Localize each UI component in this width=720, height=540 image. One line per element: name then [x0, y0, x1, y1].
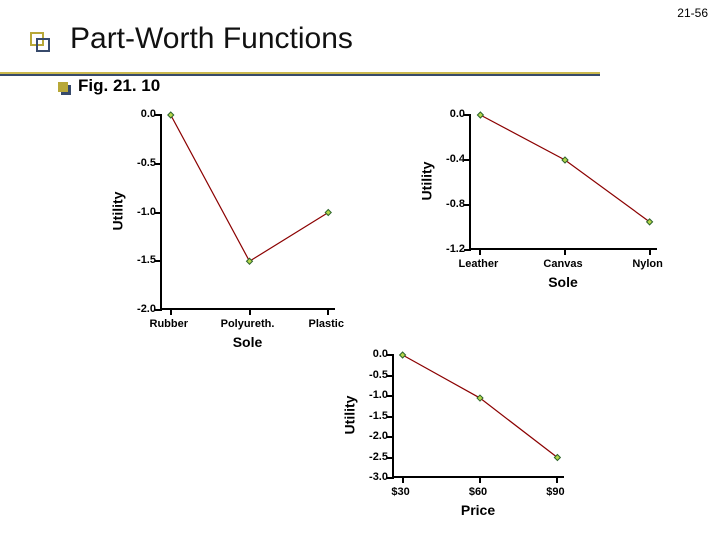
figure-label: Fig. 21. 10	[78, 76, 160, 96]
y-tick	[155, 260, 162, 262]
subtitle-block: Fig. 21. 10	[78, 76, 160, 96]
subtitle-bullet-icon	[58, 82, 68, 92]
data-marker	[168, 112, 174, 118]
y-tick-label: -1.0	[122, 206, 156, 218]
x-axis-title: Price	[461, 502, 495, 518]
x-tick-label: $30	[391, 486, 409, 498]
y-tick	[387, 436, 394, 438]
y-tick-label: -0.8	[431, 198, 465, 210]
line-series	[162, 115, 337, 310]
y-tick	[464, 249, 471, 251]
title-block: Part-Worth Functions	[70, 22, 353, 56]
y-tick	[387, 375, 394, 377]
page-number: 21-56	[677, 6, 708, 20]
data-marker	[325, 210, 331, 216]
data-marker	[477, 112, 483, 118]
data-marker	[247, 258, 253, 264]
title-bullet-icon	[30, 32, 52, 54]
line-series	[471, 115, 659, 250]
y-tick-label: -1.2	[431, 243, 465, 255]
x-axis-title: Sole	[233, 334, 263, 350]
x-tick-label: $90	[546, 486, 564, 498]
y-axis-title: Utility	[109, 191, 125, 230]
y-tick	[387, 354, 394, 356]
y-tick	[464, 114, 471, 116]
y-tick	[155, 163, 162, 165]
y-tick	[387, 477, 394, 479]
y-tick-label: -0.5	[354, 369, 388, 381]
x-tick-label: Polyureth.	[221, 318, 275, 330]
page-title: Part-Worth Functions	[70, 22, 353, 56]
x-tick-label: Leather	[459, 258, 499, 270]
plot-area	[160, 115, 335, 310]
y-tick	[155, 309, 162, 311]
y-tick	[155, 212, 162, 214]
y-tick	[464, 204, 471, 206]
y-axis-title: Utility	[341, 395, 357, 434]
y-tick	[387, 395, 394, 397]
x-tick-label: $60	[469, 486, 487, 498]
y-tick-label: -0.5	[122, 157, 156, 169]
y-tick-label: -1.5	[354, 410, 388, 422]
line-series	[394, 355, 566, 478]
plot-area	[392, 355, 564, 478]
x-tick-label: Plastic	[309, 318, 344, 330]
y-tick-label: 0.0	[122, 108, 156, 120]
x-axis-title: Sole	[548, 274, 578, 290]
data-marker	[400, 352, 406, 358]
y-tick-label: -2.0	[122, 303, 156, 315]
y-tick	[464, 159, 471, 161]
y-tick-label: -2.0	[354, 430, 388, 442]
x-tick-label: Rubber	[150, 318, 189, 330]
plot-area	[469, 115, 657, 250]
y-tick-label: 0.0	[431, 108, 465, 120]
y-tick	[387, 416, 394, 418]
y-tick-label: -2.5	[354, 451, 388, 463]
y-tick-label: -1.5	[122, 254, 156, 266]
y-tick	[155, 114, 162, 116]
x-tick-label: Nylon	[632, 258, 663, 270]
y-tick	[387, 457, 394, 459]
y-tick-label: -1.0	[354, 389, 388, 401]
y-tick-label: -3.0	[354, 471, 388, 483]
y-tick-label: -0.4	[431, 153, 465, 165]
y-axis-title: Utility	[418, 161, 434, 200]
y-tick-label: 0.0	[354, 348, 388, 360]
x-tick-label: Canvas	[543, 258, 582, 270]
